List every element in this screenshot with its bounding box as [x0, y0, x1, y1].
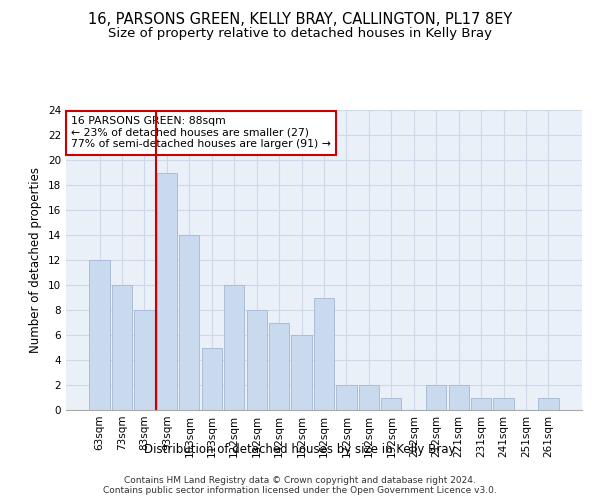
Bar: [112, 285, 132, 410]
Text: Size of property relative to detached houses in Kelly Bray: Size of property relative to detached ho…: [108, 28, 492, 40]
Bar: [224, 285, 244, 410]
Bar: [292, 335, 311, 410]
Text: Distribution of detached houses by size in Kelly Bray: Distribution of detached houses by size …: [144, 442, 456, 456]
Bar: [426, 385, 446, 410]
Bar: [89, 260, 110, 410]
Bar: [471, 398, 491, 410]
Text: Contains HM Land Registry data © Crown copyright and database right 2024.
Contai: Contains HM Land Registry data © Crown c…: [103, 476, 497, 495]
Bar: [247, 310, 267, 410]
Text: 16 PARSONS GREEN: 88sqm
← 23% of detached houses are smaller (27)
77% of semi-de: 16 PARSONS GREEN: 88sqm ← 23% of detache…: [71, 116, 331, 149]
Bar: [202, 348, 222, 410]
Bar: [134, 310, 155, 410]
Bar: [179, 235, 199, 410]
Bar: [381, 398, 401, 410]
Bar: [449, 385, 469, 410]
Y-axis label: Number of detached properties: Number of detached properties: [29, 167, 43, 353]
Bar: [157, 172, 177, 410]
Bar: [269, 322, 289, 410]
Bar: [538, 398, 559, 410]
Bar: [314, 298, 334, 410]
Bar: [359, 385, 379, 410]
Bar: [337, 385, 356, 410]
Bar: [493, 398, 514, 410]
Text: 16, PARSONS GREEN, KELLY BRAY, CALLINGTON, PL17 8EY: 16, PARSONS GREEN, KELLY BRAY, CALLINGTO…: [88, 12, 512, 28]
